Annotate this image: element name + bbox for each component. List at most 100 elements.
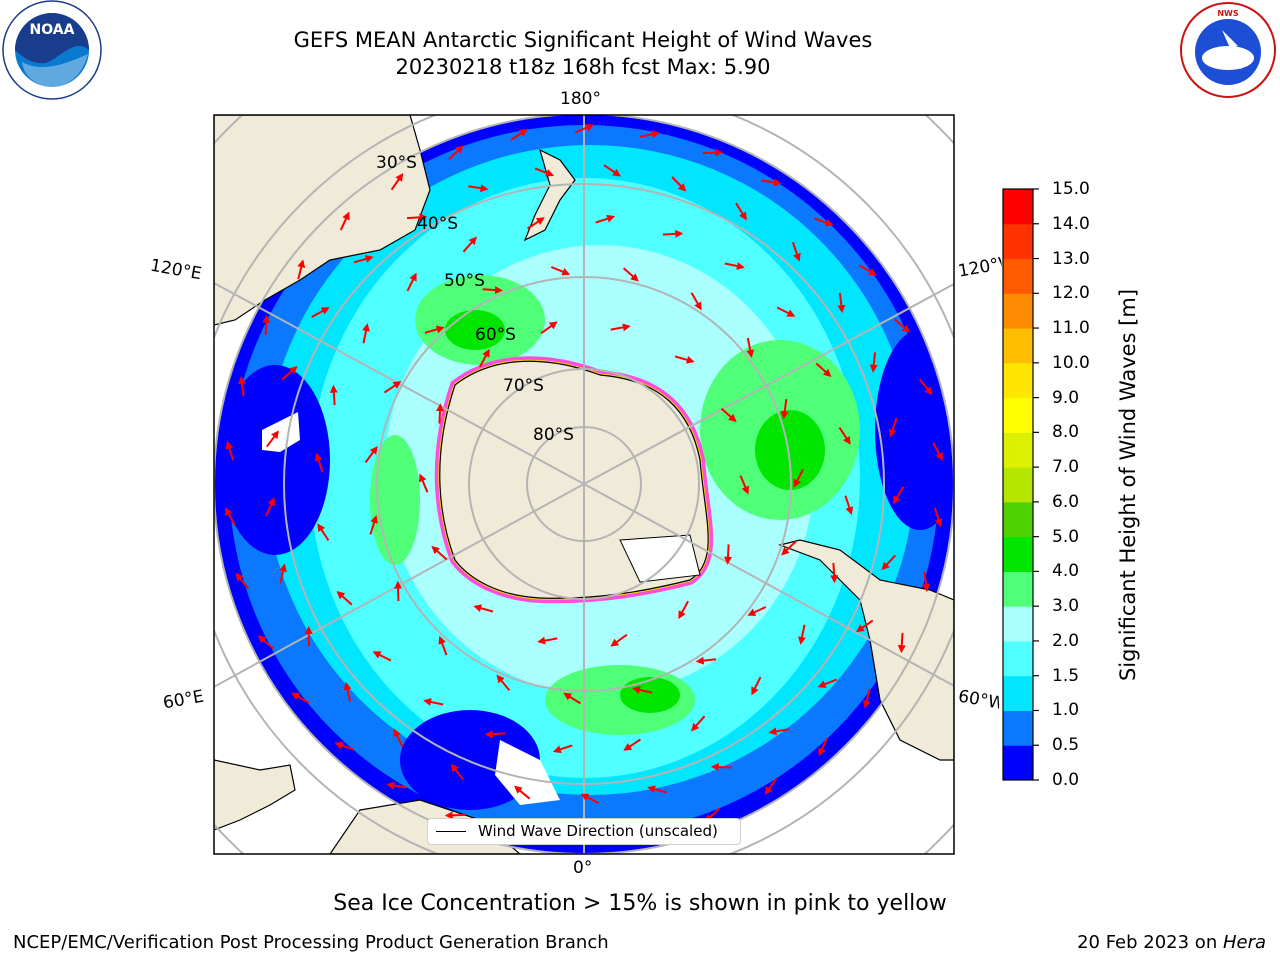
wave-direction-arrow	[720, 407, 737, 423]
wave-direction-arrow	[918, 378, 933, 396]
wave-direction-arrow	[235, 572, 250, 590]
colorbar-tick-label: 2.0	[1052, 630, 1080, 651]
wave-direction-arrow	[540, 321, 558, 335]
colorbar-tick-label: 8.0	[1052, 422, 1080, 443]
wave-direction-arrow	[448, 145, 464, 161]
colorbar-tick-label: 5.0	[1052, 526, 1080, 547]
noaa-logo-icon: NOAA	[2, 0, 102, 100]
wave-direction-arrow	[462, 236, 477, 253]
wave-direction-arrow	[479, 348, 490, 368]
wave-direction-arrow	[647, 785, 668, 794]
footer-machine: Hera	[1222, 932, 1266, 953]
australia-land	[214, 115, 431, 326]
wave-direction-arrow	[674, 355, 695, 364]
wave-direction-arrow	[444, 811, 466, 820]
wave-direction-arrow	[311, 307, 330, 318]
colorbar-segment	[1003, 710, 1033, 746]
wave-direction-arrow	[513, 785, 531, 800]
colorbar-tick-label: 4.0	[1052, 561, 1080, 582]
wave-direction-arrow	[662, 229, 684, 238]
wave-direction-arrow	[623, 738, 641, 751]
wave-direction-arrow	[888, 417, 898, 438]
legend-line-icon	[436, 831, 466, 832]
wave-direction-arrow	[473, 604, 494, 613]
wave-direction-arrow	[671, 176, 687, 192]
lat-label-80s: 80°S	[533, 425, 574, 445]
wave-direction-arrow	[438, 635, 448, 656]
wave-direction-arrow	[710, 762, 732, 771]
wave-direction-arrow	[496, 674, 511, 692]
wave-direction-arrow	[892, 486, 905, 505]
wave-direction-arrow	[431, 545, 448, 561]
wave-direction-arrow	[844, 495, 854, 516]
lon-label-0: 0°	[573, 858, 593, 878]
colorbar-segment	[1003, 328, 1033, 364]
title-line-2: 20230218 t18z 168h fcst Max: 5.90	[395, 55, 771, 79]
wave-direction-arrow	[482, 286, 503, 295]
wave-direction-arrow	[262, 314, 271, 336]
colorbar-segment	[1003, 571, 1033, 607]
wave-direction-arrow	[393, 728, 404, 748]
svg-text:NOAA: NOAA	[30, 22, 75, 38]
wave-direction-arrow	[723, 544, 732, 565]
wave-direction-arrow	[747, 606, 767, 616]
wave-direction-arrow	[678, 600, 689, 620]
wave-direction-arrow	[527, 217, 545, 230]
lat-label-70s: 70°S	[503, 376, 544, 396]
south-america-land	[777, 539, 954, 761]
wave-direction-arrow	[894, 318, 911, 333]
colorbar-segment	[1003, 293, 1033, 329]
wave-direction-arrow	[418, 473, 429, 493]
wave-direction-arrow	[329, 384, 338, 406]
wave-direction-arrow	[225, 440, 235, 461]
wave-direction-arrow	[815, 362, 832, 377]
colorbar-tick-label: 0.5	[1052, 735, 1080, 756]
wave-direction-arrow	[484, 730, 506, 739]
wave-direction-arrow	[855, 619, 874, 633]
wave-direction-arrow	[746, 337, 755, 358]
colorbar-tick-label: 7.0	[1052, 457, 1080, 478]
lat-label-30s: 30°S	[376, 153, 417, 173]
colorbar-tick-label: 12.0	[1052, 283, 1090, 304]
wave-direction-arrow	[372, 651, 392, 662]
wave-direction-arrow	[603, 164, 621, 177]
sea-ice-note: Sea Ice Concentration > 15% is shown in …	[333, 891, 947, 916]
wave-direction-arrow	[781, 540, 797, 556]
colorbar-tick-label: 1.5	[1052, 665, 1080, 686]
wave-direction-arrow	[610, 323, 631, 332]
wave-direction-arrow	[622, 267, 639, 282]
colorbar-segment	[1003, 223, 1033, 260]
wave-direction-arrow	[610, 633, 628, 647]
wave-direction-arrow	[450, 763, 464, 781]
wave-direction-arrow	[423, 698, 444, 706]
wave-direction-arrow	[334, 741, 354, 751]
graticule	[214, 115, 954, 854]
nws-logo-icon: NWS	[1180, 2, 1276, 98]
colorbar-segment	[1003, 432, 1033, 468]
colorbar-segment	[1003, 606, 1033, 642]
colorbar-segment	[1003, 536, 1033, 572]
wave-direction-arrow	[724, 262, 745, 270]
wave-direction-arrow	[830, 562, 839, 584]
colorbar-segment	[1003, 675, 1033, 711]
colorbar-tick-label: 11.0	[1052, 318, 1090, 339]
colorbar-segment	[1003, 362, 1033, 399]
wave-direction-arrow	[735, 202, 747, 221]
wave-direction-arrow	[639, 130, 660, 139]
wave-direction-arrow	[386, 781, 407, 790]
wave-direction-arrow	[862, 688, 871, 709]
lon-label-180: 180°	[560, 89, 601, 109]
wave-direction-arrow	[780, 398, 789, 420]
lat-label-60s: 60°S	[475, 325, 516, 345]
wave-direction-arrow	[580, 793, 599, 804]
wave-direction-arrow	[858, 264, 877, 276]
wave-direction-arrow	[695, 656, 717, 665]
wave-direction-arrow	[690, 292, 702, 311]
map-legend: Wind Wave Direction (unscaled)	[427, 818, 741, 845]
footer-date-text: 20 Feb 2023 on	[1077, 932, 1223, 953]
wave-direction-arrow	[265, 497, 275, 517]
wave-direction-arrow	[317, 523, 330, 541]
colorbar-segment	[1003, 467, 1033, 503]
colorbar-segment	[1003, 397, 1033, 433]
